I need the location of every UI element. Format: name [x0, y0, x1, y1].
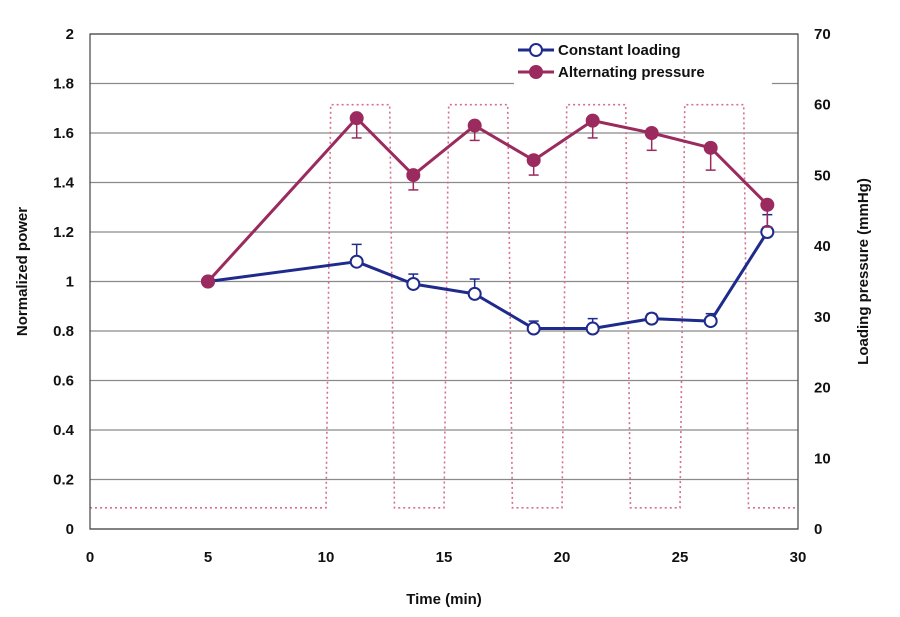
y-tick-label: 1.4 [53, 175, 75, 192]
y-tick-label: 0 [66, 521, 74, 538]
data-point [406, 168, 421, 183]
x-tick-label: 5 [204, 549, 212, 566]
y-tick-label: 1 [66, 274, 74, 291]
y-tick-label: 1.6 [53, 125, 74, 142]
x-tick-label: 10 [318, 549, 335, 566]
x-tick-label: 30 [790, 549, 807, 566]
data-point [703, 140, 718, 155]
y-axis-title: Normalized power [14, 207, 31, 336]
data-point [703, 314, 718, 329]
y-tick-label: 0.2 [53, 472, 74, 489]
y2-tick-label: 10 [814, 450, 831, 467]
x-tick-label: 20 [554, 549, 571, 566]
data-point [585, 113, 600, 128]
legend-marker-alternating-pressure [529, 65, 543, 79]
legend-label-alternating-pressure: Alternating pressure [558, 64, 705, 81]
series-alternating-pressure [201, 111, 775, 289]
data-point [201, 274, 215, 289]
x-tick-label: 25 [672, 549, 689, 566]
x-tick-label: 15 [436, 549, 453, 566]
y2-tick-label: 40 [814, 238, 831, 255]
y2-tick-label: 0 [814, 521, 822, 538]
legend-box [514, 38, 772, 88]
x-tick-label: 0 [86, 549, 94, 566]
pressure-profile-line [90, 103, 798, 509]
data-point [760, 197, 775, 212]
y-tick-label: 0.6 [53, 373, 74, 390]
data-point [349, 254, 364, 269]
y2-axis-title: Loading pressure (mmHg) [855, 178, 872, 365]
y2-tick-label: 70 [814, 26, 831, 43]
legend-label-constant-loading: Constant loading [558, 42, 681, 59]
data-point [585, 321, 600, 336]
series-constant-loading [201, 213, 775, 336]
legend: Constant loading Alternating pressure [514, 38, 772, 88]
grid [90, 33, 798, 530]
y-tick-label: 1.2 [53, 224, 74, 241]
data-point [644, 126, 659, 140]
data-point [349, 111, 364, 126]
data-point [467, 286, 482, 301]
y-tick-label: 0.8 [53, 323, 74, 340]
y-tick-label: 0.4 [53, 422, 75, 439]
y2-tick-label: 30 [814, 309, 831, 326]
series-layer [201, 111, 775, 336]
data-point [406, 276, 421, 291]
tick-labels: 0 5 10 15 20 25 3000.20.40.60.811.21.41.61.820… [53, 26, 831, 566]
y-tick-label: 2 [66, 26, 74, 43]
legend-marker-constant-loading [529, 43, 543, 57]
x-axis-title: Time (min) [406, 591, 482, 608]
pressure-profile-layer [90, 103, 798, 509]
y-tick-label: 1.8 [53, 76, 74, 93]
data-point [526, 321, 541, 336]
plot-area [89, 33, 799, 530]
data-point [526, 153, 541, 168]
y2-tick-label: 20 [814, 380, 831, 397]
data-point [467, 118, 482, 133]
y2-tick-label: 50 [814, 167, 831, 184]
y2-tick-label: 60 [814, 97, 831, 114]
data-point [644, 311, 659, 326]
